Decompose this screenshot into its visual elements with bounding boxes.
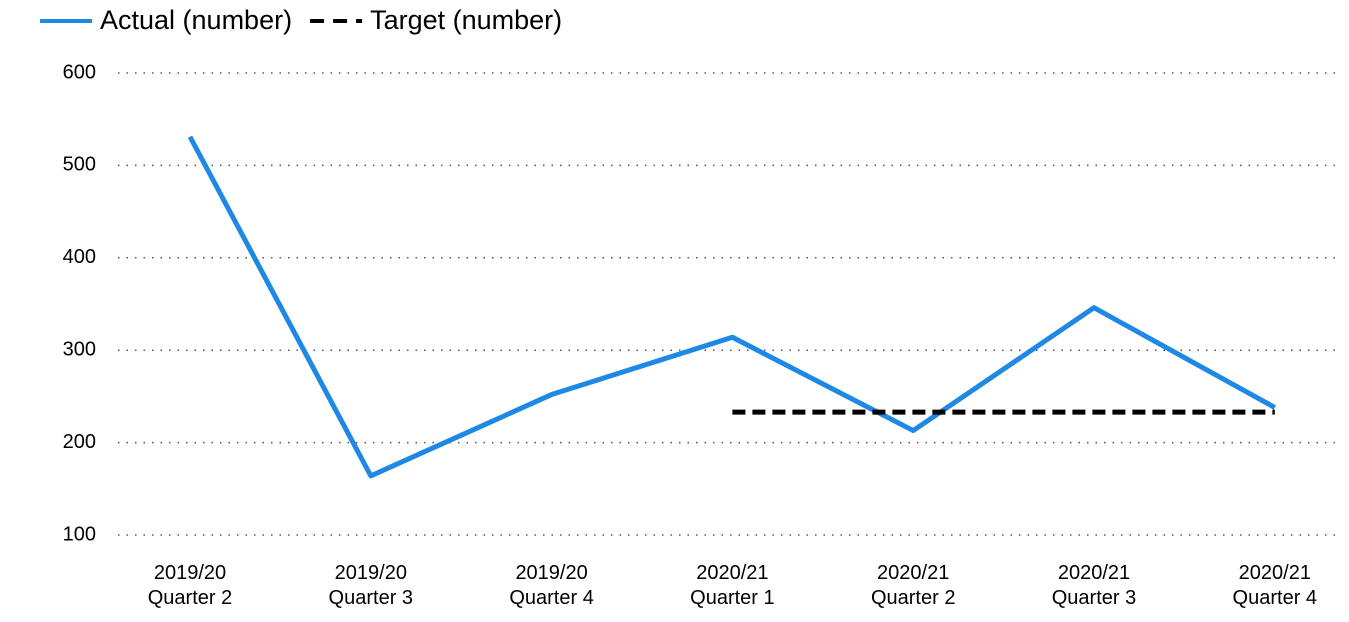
x-tick-label: 2020/21 Quarter 1 (690, 562, 774, 609)
x-tick-label: 2019/20 Quarter 4 (509, 562, 593, 609)
x-tick-label: 2020/21 Quarter 2 (871, 562, 955, 609)
y-tick-label: 200 (63, 431, 96, 453)
series-line (187, 135, 1277, 479)
x-tick-label: 2019/20 Quarter 2 (148, 562, 232, 609)
y-tick-label: 100 (63, 523, 96, 545)
x-tick-label: 2020/21 Quarter 3 (1052, 562, 1136, 609)
x-tick-label: 2019/20 Quarter 3 (329, 562, 413, 609)
y-tick-label: 300 (63, 338, 96, 360)
legend-label: Actual (number) (100, 5, 292, 35)
y-tick-label: 600 (63, 61, 96, 83)
y-tick-label: 500 (63, 154, 96, 176)
y-tick-label: 400 (63, 246, 96, 268)
x-tick-label: 2020/21 Quarter 4 (1233, 562, 1317, 609)
legend-label: Target (number) (370, 5, 562, 35)
